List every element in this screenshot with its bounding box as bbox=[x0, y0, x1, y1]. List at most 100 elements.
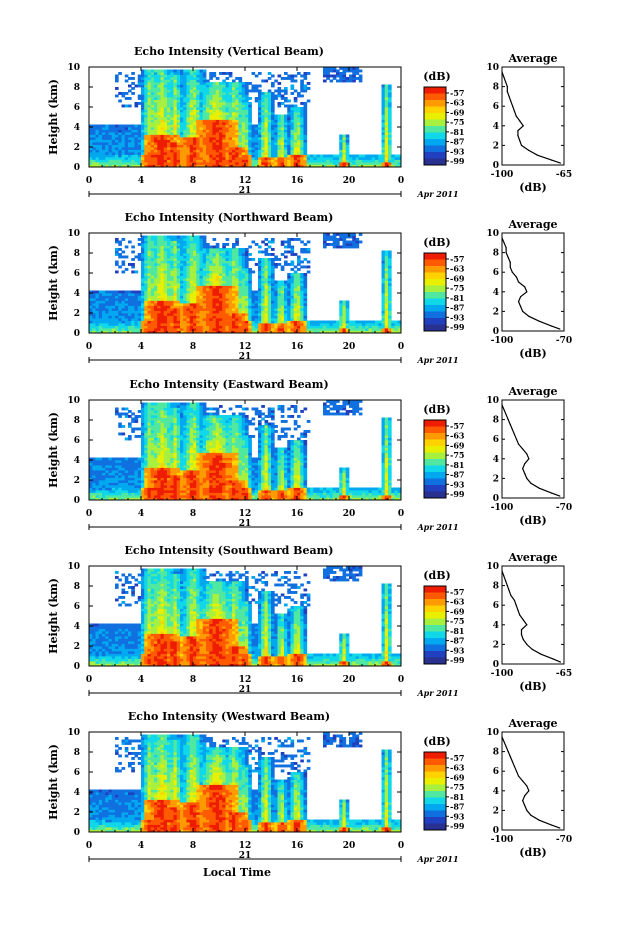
heatmap-cell bbox=[280, 283, 285, 286]
heatmap-cell bbox=[277, 318, 282, 321]
heatmap-cell bbox=[183, 72, 187, 75]
heatmap-cell bbox=[303, 330, 308, 334]
heatmap-cell bbox=[150, 147, 155, 150]
heatmap-cell bbox=[183, 273, 187, 276]
heatmap-cell bbox=[319, 328, 324, 331]
heatmap-cell bbox=[183, 84, 187, 88]
heatmap-cell bbox=[102, 318, 106, 321]
heatmap-cell bbox=[173, 248, 178, 251]
colorbar-swatch bbox=[424, 253, 446, 260]
heatmap-cell bbox=[147, 300, 152, 304]
heatmap-cell bbox=[108, 144, 113, 148]
heatmap-cell bbox=[147, 89, 152, 93]
heatmap-cell bbox=[215, 263, 220, 266]
heatmap-cell bbox=[167, 260, 171, 264]
heatmap-cell bbox=[141, 139, 145, 143]
heatmap-cell bbox=[394, 320, 399, 324]
heatmap-cell bbox=[108, 132, 113, 135]
heatmap-cell bbox=[254, 290, 259, 294]
heatmap-cell bbox=[258, 124, 262, 128]
heatmap-cell bbox=[108, 149, 113, 153]
heatmap-cell bbox=[222, 154, 226, 158]
heatmap-cell bbox=[141, 157, 145, 160]
heatmap-cell bbox=[228, 283, 233, 286]
heatmap-cell bbox=[293, 127, 298, 130]
heatmap-cell bbox=[167, 308, 171, 311]
heatmap-cell bbox=[193, 87, 197, 90]
heatmap-cell bbox=[355, 77, 360, 80]
heatmap-cell bbox=[189, 102, 194, 105]
heatmap-cell bbox=[355, 238, 360, 241]
heatmap-cell bbox=[258, 313, 262, 316]
heatmap-cell bbox=[267, 298, 272, 301]
heatmap-cell bbox=[381, 253, 386, 256]
heatmap-cell bbox=[277, 164, 282, 168]
heatmap-cell bbox=[196, 238, 200, 241]
heatmap-cell bbox=[293, 137, 298, 140]
heatmap-cell bbox=[232, 99, 236, 103]
heatmap-cell bbox=[245, 119, 249, 123]
heatmap-cell bbox=[290, 124, 295, 128]
heatmap-cell bbox=[228, 154, 233, 158]
heatmap-cell bbox=[147, 268, 152, 271]
heatmap-cell bbox=[388, 122, 392, 125]
heatmap-cell bbox=[121, 144, 126, 148]
heatmap-cell bbox=[352, 233, 356, 236]
heatmap-cell bbox=[271, 104, 275, 108]
heatmap-cell bbox=[137, 238, 142, 241]
heatmap-cell bbox=[248, 109, 252, 113]
heatmap-cell bbox=[362, 157, 366, 160]
heatmap-cell bbox=[170, 142, 174, 145]
heatmap-cell bbox=[134, 147, 139, 150]
heatmap-cell bbox=[339, 79, 343, 83]
heatmap-cell bbox=[167, 235, 171, 239]
heatmap-cell bbox=[264, 99, 269, 103]
heatmap-cell bbox=[258, 142, 262, 145]
heatmap-cell bbox=[306, 154, 311, 158]
heatmap-cell bbox=[180, 328, 184, 331]
heatmap-cell bbox=[245, 107, 249, 110]
heatmap-cell bbox=[154, 109, 158, 113]
heatmap-cell bbox=[271, 258, 275, 261]
heatmap-cell bbox=[251, 149, 256, 153]
heatmap-cell bbox=[121, 127, 126, 130]
heatmap-cell bbox=[222, 97, 226, 100]
heatmap-cell bbox=[264, 300, 269, 304]
profile-point bbox=[501, 71, 503, 73]
heatmap-cell bbox=[95, 129, 100, 133]
heatmap-cell bbox=[98, 134, 103, 138]
heatmap-cell bbox=[199, 159, 204, 163]
heatmap-cell bbox=[215, 89, 220, 93]
heatmap-cell bbox=[193, 255, 197, 259]
heatmap-cell bbox=[342, 238, 347, 241]
heatmap-cell bbox=[384, 112, 389, 115]
heatmap-cell bbox=[189, 72, 194, 75]
heatmap-cell bbox=[196, 149, 200, 153]
heatmap-cell bbox=[293, 328, 298, 331]
heatmap-cell bbox=[95, 323, 100, 326]
heatmap-cell bbox=[303, 149, 308, 153]
heatmap-cell bbox=[287, 99, 291, 103]
heatmap-cell bbox=[95, 315, 100, 319]
heatmap-cell bbox=[186, 109, 191, 113]
heatmap-cell bbox=[157, 283, 161, 286]
heatmap-cell bbox=[225, 159, 230, 163]
heatmap-cell bbox=[215, 258, 220, 261]
heatmap-cell bbox=[141, 72, 145, 75]
heatmap-cell bbox=[241, 132, 246, 135]
heatmap-cell bbox=[274, 157, 278, 160]
heatmap-cell bbox=[261, 250, 265, 254]
heatmap-cell bbox=[154, 152, 158, 155]
heatmap-cell bbox=[219, 275, 223, 279]
heatmap-cell bbox=[111, 124, 116, 128]
heatmap-cell bbox=[254, 159, 259, 163]
heatmap-cell bbox=[202, 144, 207, 148]
heatmap-cell bbox=[306, 164, 311, 168]
heatmap-cell bbox=[264, 265, 269, 269]
heatmap-cell bbox=[274, 94, 278, 98]
heatmap-cell bbox=[267, 162, 272, 165]
heatmap-cell bbox=[147, 157, 152, 160]
heatmap-cell bbox=[105, 295, 109, 299]
heatmap-cell bbox=[131, 313, 135, 316]
heatmap-cell bbox=[212, 238, 217, 241]
